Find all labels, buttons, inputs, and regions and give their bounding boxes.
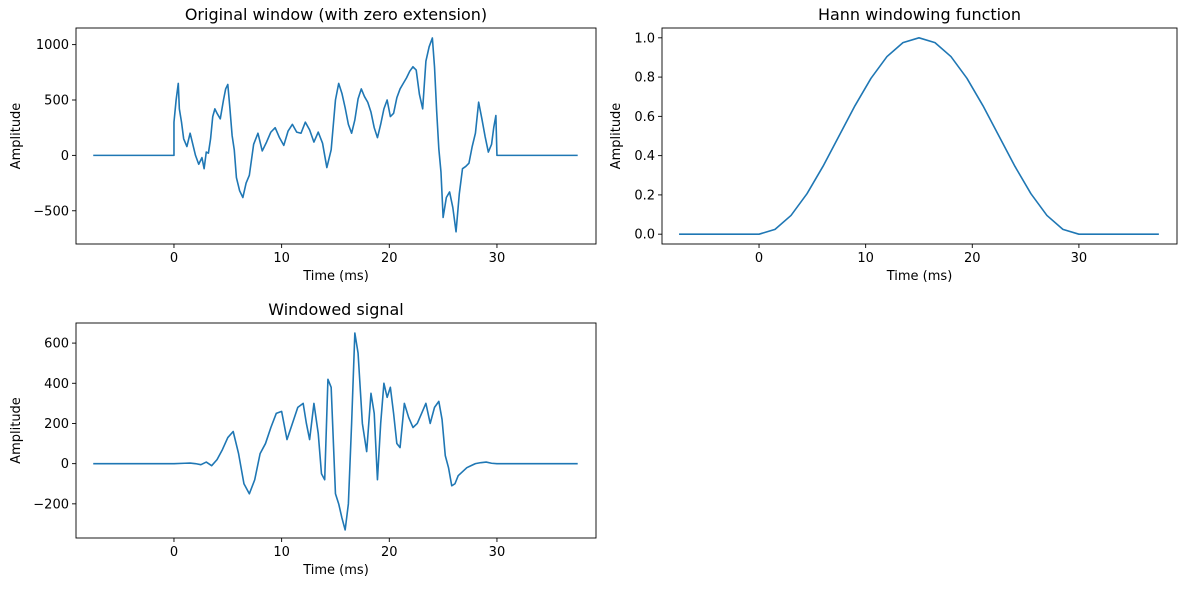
y-tick-label: 600 [44,337,69,352]
x-axis-label: Time (ms) [886,269,953,284]
x-tick-label: 30 [489,251,506,266]
y-tick-label: 0.0 [634,228,655,243]
x-tick-label: 10 [857,251,874,266]
series-line [93,37,578,233]
chart-panel-1: Original window (with zero extension) 0 10… [9,5,597,284]
y-tick-label: 0.4 [634,149,655,164]
x-tick-label: 0 [170,251,178,266]
y-tick-label: 500 [44,94,69,109]
y-tick-label: 400 [44,377,69,392]
x-tick-label: 30 [489,545,506,560]
x-tick-label: 20 [381,251,398,266]
x-tick-label: 30 [1071,251,1088,266]
series-line [93,332,578,531]
y-tick-label: −200 [33,497,69,512]
x-tick-label: 20 [964,251,981,266]
x-tick-label: 0 [170,545,178,560]
axes-frame [661,27,1178,245]
chart-panel-3: Windowed signal 0 10 20 30 −200 0 200 400 600 Time… [9,300,597,578]
x-tick-label: 20 [381,545,398,560]
y-tick-label: 0.8 [634,71,655,86]
x-tick-label: 0 [755,251,763,266]
axes-frame [75,322,597,539]
y-axis-label: Amplitude [9,397,24,464]
y-tick-label: 0.2 [634,188,655,203]
y-tick-label: 1.0 [634,31,655,46]
series-line [679,37,1159,235]
x-tick-label: 10 [273,251,290,266]
y-tick-label: 0 [61,149,69,164]
y-axis-label: Amplitude [9,103,24,170]
x-axis-label: Time (ms) [302,563,369,578]
y-tick-label: −500 [33,204,69,219]
chart-title: Original window (with zero extension) [185,5,487,24]
y-tick-label: 200 [44,417,69,432]
x-tick-label: 10 [273,545,290,560]
y-tick-label: 1000 [36,38,69,53]
axes-frame [75,27,597,245]
y-axis-label: Amplitude [609,103,624,170]
chart-panel-2: Hann windowing function 0 10 20 30 0.0 0.2 0.4 0… [609,5,1178,284]
chart-title: Windowed signal [268,300,404,319]
x-axis-label: Time (ms) [302,269,369,284]
y-tick-label: 0 [61,457,69,472]
y-tick-label: 0.6 [634,110,655,125]
chart-title: Hann windowing function [818,5,1021,24]
